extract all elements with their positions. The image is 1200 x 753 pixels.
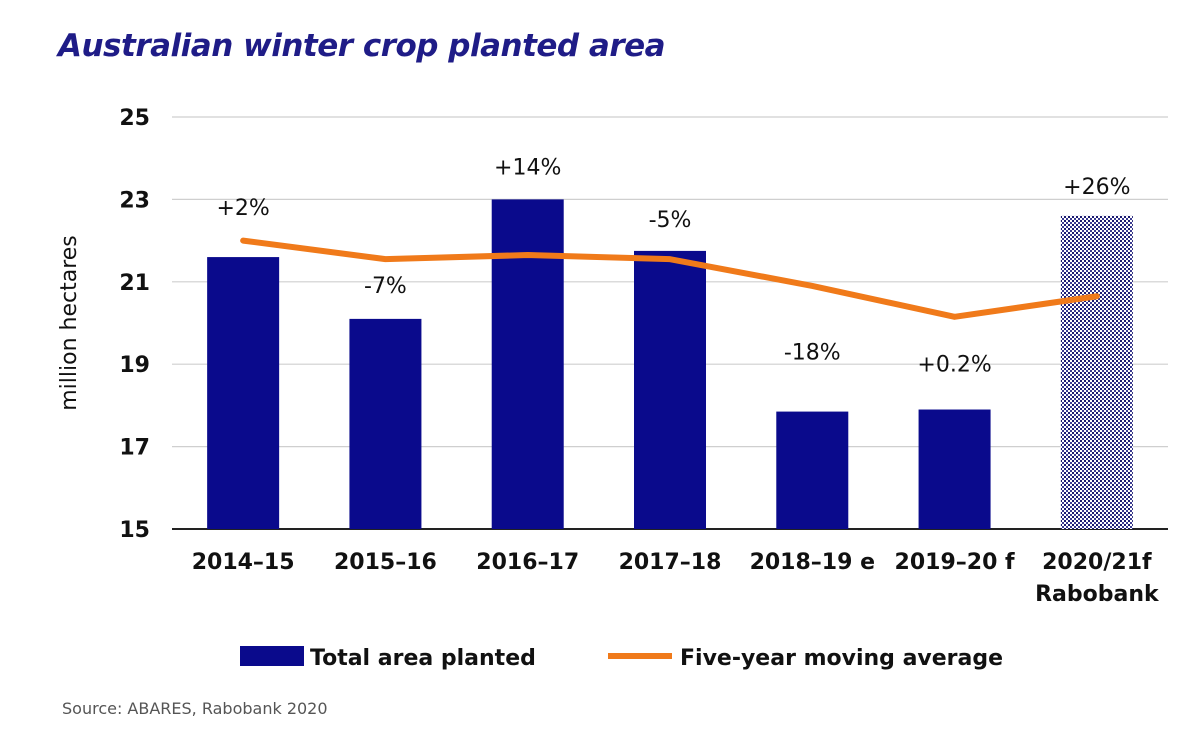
source-note: Source: ABARES, Rabobank 2020 bbox=[62, 699, 328, 718]
data-label: -7% bbox=[364, 274, 407, 299]
bar bbox=[349, 318, 422, 529]
data-labels: +2% -7% +14% -5% -18% +0.2% +26% bbox=[216, 155, 1130, 377]
moving-average-polyline bbox=[240, 237, 1100, 320]
bars bbox=[207, 199, 1133, 529]
x-tick-label: 2014–15 bbox=[192, 550, 295, 575]
bar bbox=[207, 257, 280, 529]
bar bbox=[1060, 215, 1133, 529]
bar bbox=[634, 250, 706, 529]
legend-label-line: Five-year moving average bbox=[680, 646, 1003, 671]
x-tick-label: 2019–20 f bbox=[895, 550, 1016, 575]
y-tick-label: 17 bbox=[119, 436, 150, 461]
y-tick-label: 19 bbox=[119, 353, 150, 378]
data-label: +0.2% bbox=[917, 353, 991, 378]
x-tick-label: 2017–18 bbox=[619, 550, 722, 575]
y-tick-label: 21 bbox=[119, 271, 150, 296]
legend-swatch-bars bbox=[240, 646, 304, 666]
chart-canvas: +2% -7% +14% -5% -18% +0.2% +26% 15 17 19 21 23 25 m… bbox=[57, 106, 1168, 671]
chart-title: Australian winter crop planted area bbox=[58, 28, 666, 64]
x-tick-label: 2020/21f bbox=[1042, 550, 1152, 575]
x-tick-label: 2015–16 bbox=[334, 550, 437, 575]
legend-label-bars: Total area planted bbox=[310, 646, 536, 671]
axes: 15 17 19 21 23 25 million hectares 2014–15 2015–… bbox=[57, 106, 1160, 607]
x-tick-label: Rabobank bbox=[1035, 582, 1160, 607]
x-tick-label: 2018–19 e bbox=[750, 550, 875, 575]
y-tick-label: 23 bbox=[119, 188, 150, 213]
y-tick-label: 25 bbox=[119, 106, 150, 131]
data-label: +2% bbox=[216, 196, 269, 221]
bar bbox=[918, 409, 991, 529]
bar bbox=[491, 199, 564, 529]
moving-average-line bbox=[240, 237, 1100, 320]
legend: Total area planted Five-year moving avera… bbox=[240, 646, 1003, 671]
y-axis-label: million hectares bbox=[57, 235, 82, 411]
data-label: -5% bbox=[649, 208, 692, 233]
data-label: -18% bbox=[784, 341, 841, 366]
data-label: +14% bbox=[494, 155, 561, 180]
bar bbox=[776, 411, 849, 529]
x-tick-label: 2016–17 bbox=[476, 550, 579, 575]
data-label: +26% bbox=[1063, 175, 1130, 200]
y-tick-label: 15 bbox=[119, 518, 150, 543]
